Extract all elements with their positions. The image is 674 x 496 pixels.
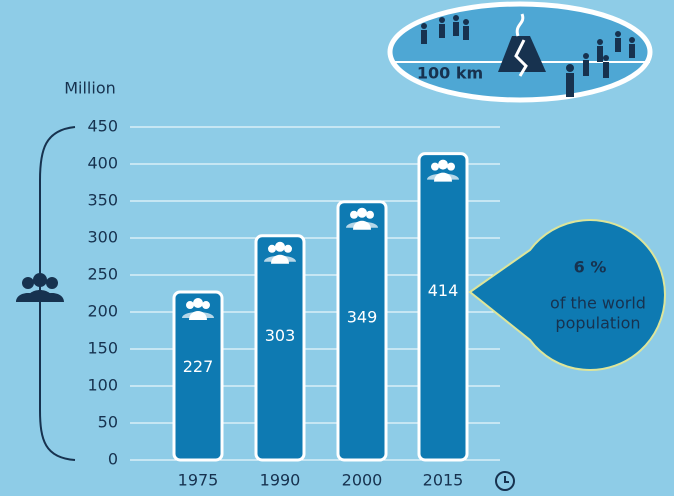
icon-part [193,298,203,308]
x-tick-label: 2000 [342,471,383,490]
icon-part [357,208,367,218]
icon-part [284,245,292,253]
y-tick-label: 250 [87,265,118,284]
page: 100 km Million 0 50 100 150 200 250 300 350 400 4… [0,0,674,496]
y-tick-label: 200 [87,302,118,321]
y-tick-label: 450 [87,117,118,136]
callout-text: of the world [550,294,646,313]
icon-part [438,160,448,170]
callout-text: population [555,314,640,333]
icon-part [268,245,276,253]
y-tick-label: 300 [87,228,118,247]
y-tick-label: 100 [87,376,118,395]
x-tick-label: 1990 [260,471,301,490]
icon-part [350,211,358,219]
inset: 100 km [390,4,650,100]
value-label: 227 [183,357,214,376]
icon-part [447,163,455,171]
x-tick-label: 2015 [423,471,464,490]
y-tick-label: 150 [87,339,118,358]
y-tick-label: 50 [98,413,118,432]
value-label: 414 [428,281,459,300]
y-tick-label: 0 [108,450,118,469]
icon-part [366,211,374,219]
icon-part [186,301,194,309]
value-label: 349 [347,307,378,326]
icon-part [431,163,439,171]
y-tick-label: 400 [87,154,118,173]
callout-value: 6 % [574,258,607,277]
y-axis-label: Million [64,79,116,98]
inset-label: 100 km [417,64,483,83]
icon-part [275,242,285,252]
chart: 100 km Million 0 50 100 150 200 250 300 350 400 4… [0,0,674,496]
value-label: 303 [265,326,296,345]
bar [419,154,467,460]
x-tick-label: 1975 [178,471,219,490]
bar [256,236,304,460]
bar [338,202,386,460]
y-tick-label: 350 [87,191,118,210]
icon-part [202,301,210,309]
